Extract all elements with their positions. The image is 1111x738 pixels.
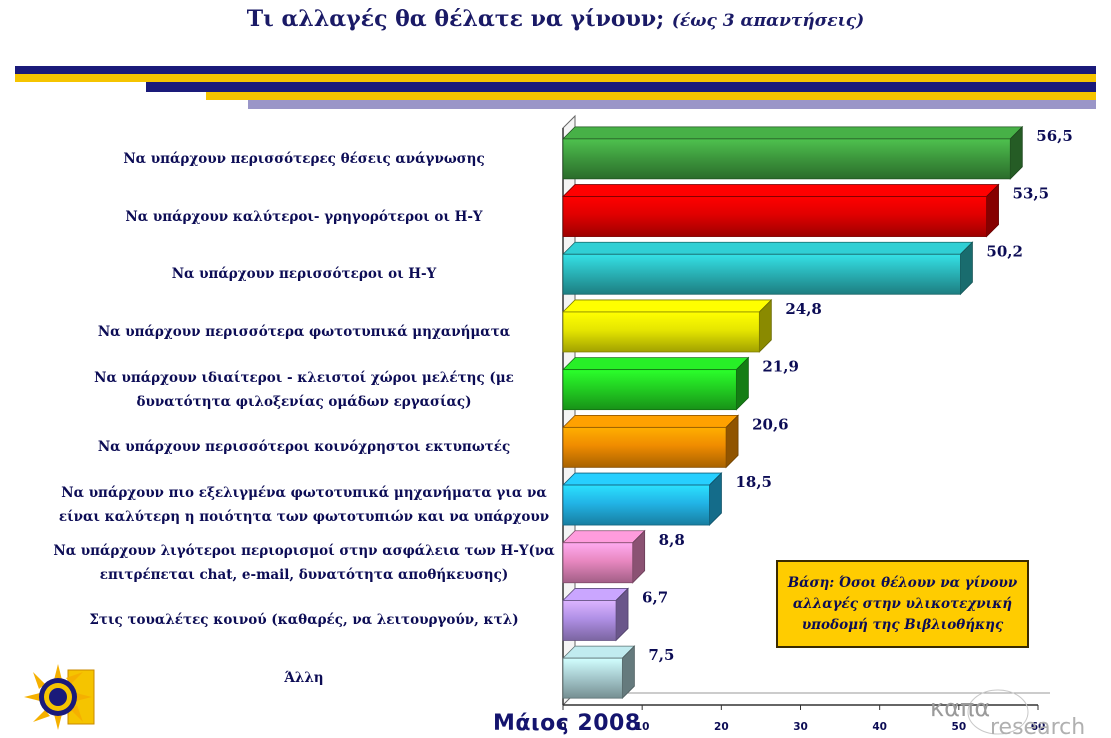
base-note-line-3: υποδομή της Βιβλιοθήκης [801, 617, 1004, 633]
bar-value-label: 53,5 [1013, 185, 1050, 203]
bar [562, 542, 634, 584]
university-logo-icon [24, 664, 95, 730]
bar [562, 600, 617, 641]
bar-top-face [562, 126, 1024, 140]
page-title: Τι αλλαγές θα θέλατε να γίνουν; (έως 3 α… [0, 6, 1111, 32]
bar-top-face [562, 472, 723, 486]
bar-top-face [562, 357, 750, 371]
category-label: Να υπάρχουν λιγότεροι περιορισμοί στην α… [30, 541, 578, 585]
bar [562, 657, 623, 699]
x-tick-label: 30 [793, 721, 808, 733]
category-label-line: είναι καλύτερη η ποιότητα των φωτοτυπιών… [58, 509, 550, 526]
category-label-line: δυνατότητα φιλοξενίας ομάδων εργασίας) [136, 393, 472, 410]
category-label-line: Να υπάρχουν καλύτεροι- γρηγορότεροι οι Η… [125, 208, 483, 225]
bar-value-label: 50,2 [986, 242, 1023, 260]
base-note-line-1: Βάση: Όσοι θέλουν να γίνουν [787, 575, 1018, 591]
bar-value-label: 18,5 [735, 473, 772, 491]
category-label-line: Στις τουαλέτες κοινού (καθαρές, να λειτο… [89, 612, 519, 629]
bar-value-label: 20,6 [752, 415, 789, 433]
category-label-line: Να υπάρχουν περισσότεροι οι Η-Υ [171, 266, 437, 283]
category-label: Να υπάρχουν περισσότερες θέσεις ανάγνωση… [30, 149, 578, 169]
logo-kapa-text: καπα [930, 694, 990, 722]
bar-top-face [562, 184, 1000, 197]
category-label: Να υπάρχουν περισσότεροι οι Η-Υ [30, 264, 578, 284]
bar [562, 311, 760, 353]
x-tick-label: 50 [952, 721, 967, 733]
x-tick-label: 0 [559, 721, 566, 733]
category-label: Να υπάρχουν περισσότερα φωτοτυπικά μηχαν… [30, 322, 578, 342]
category-label: Να υπάρχουν περισσότεροι κοινόχρηστοι εκ… [30, 437, 578, 457]
bar [562, 196, 987, 237]
bar [562, 426, 727, 468]
header-stripe-navy-1 [15, 66, 1096, 74]
category-label-line: Να υπάρχουν περισσότερες θέσεις ανάγνωση… [123, 150, 485, 167]
category-label-line: Να υπάρχουν πιο εξελιγμένα φωτοτυπικά μη… [61, 485, 547, 502]
bar-value-label: 21,9 [762, 358, 799, 376]
kapa-research-logo-icon: καπα research [930, 689, 1085, 738]
category-label: Άλλη [30, 668, 578, 688]
x-tick-label: 10 [635, 721, 650, 733]
bar-top-face [562, 299, 773, 313]
date-label: Μάιος 2008 [493, 711, 641, 736]
bar-value-label: 7,5 [648, 646, 674, 664]
category-label-line: επιτρέπεται chat, e-mail, δυνατότητα απο… [99, 566, 509, 583]
title-main: Τι αλλαγές θα θέλατε να γίνουν; [246, 6, 665, 32]
category-label-line: Να υπάρχουν περισσότεροι κοινόχρηστοι εκ… [97, 439, 511, 456]
bar [562, 253, 961, 295]
title-subtitle: (έως 3 απαντήσεις) [671, 11, 865, 31]
header-stripe-gold-2 [206, 92, 1096, 100]
category-label: Να υπάρχουν καλύτεροι- γρηγορότεροι οι Η… [30, 207, 578, 227]
bar-top-face [562, 414, 740, 428]
bar-value-label: 24,8 [785, 300, 822, 318]
header-stripe-navy-2 [146, 82, 1096, 92]
category-label-line: Άλλη [284, 670, 324, 687]
bar-value-label: 56,5 [1036, 127, 1073, 145]
bar-top-face [562, 241, 974, 255]
category-label-line: Να υπάρχουν λιγότεροι περιορισμοί στην α… [53, 542, 555, 559]
logo-research-text: research [990, 715, 1085, 738]
category-label: Στις τουαλέτες κοινού (καθαρές, να λειτο… [30, 610, 578, 630]
category-label-line: Να υπάρχουν ιδιαίτεροι - κλειστοί χώροι … [94, 369, 514, 386]
x-tick-label: 20 [714, 721, 729, 733]
category-label: Να υπάρχουν πιο εξελιγμένα φωτοτυπικά μη… [30, 483, 578, 527]
x-tick-label: 60 [1031, 721, 1046, 733]
bar [562, 138, 1011, 180]
x-tick-label: 40 [872, 721, 887, 733]
bar-value-label: 8,8 [659, 531, 685, 549]
bar-value-label: 6,7 [642, 588, 668, 606]
base-note: Βάση: Όσοι θέλουν να γίνουν αλλαγές στην… [776, 560, 1029, 648]
category-label-line: Να υπάρχουν περισσότερα φωτοτυπικά μηχαν… [97, 323, 511, 340]
bar [562, 369, 737, 411]
category-label: Να υπάρχουν ιδιαίτεροι - κλειστοί χώροι … [30, 368, 578, 412]
bar [562, 484, 710, 526]
base-note-line-2: αλλαγές στην υλικοτεχνική [792, 596, 1013, 612]
header-stripe-gold-1 [15, 74, 1096, 82]
header-stripe-lavender [248, 100, 1096, 109]
